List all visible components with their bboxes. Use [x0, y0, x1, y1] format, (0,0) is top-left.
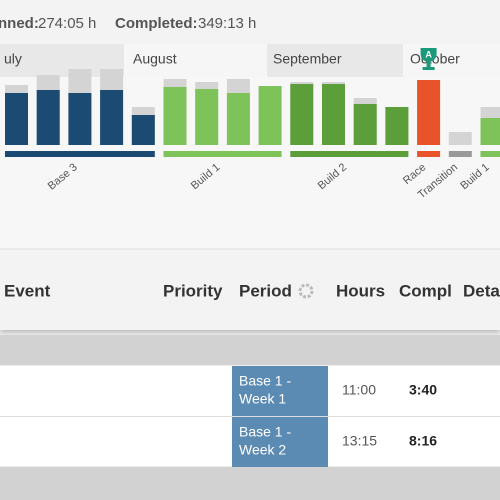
- planned-label: nned:: [0, 15, 39, 32]
- period-line: Base 1 -: [239, 373, 291, 389]
- group-band: [0, 335, 500, 365]
- hours-cell: 13:15: [342, 433, 377, 449]
- completed-cell: 3:40: [409, 382, 437, 398]
- month-label: September: [273, 51, 342, 67]
- phase-bar: [417, 151, 441, 157]
- column-header: Compl: [399, 281, 452, 300]
- completed-bar: [68, 93, 92, 145]
- completed-bar: [258, 86, 282, 145]
- completed-bar: [36, 90, 60, 145]
- completed-bar: [353, 104, 377, 145]
- table: Event Priority Period Hours Compl Deta Base 1 …: [4, 281, 500, 467]
- phase-bar: [163, 151, 282, 157]
- settings-icon: [298, 283, 314, 299]
- period-cell: [232, 366, 328, 416]
- completed-bar: [226, 93, 250, 145]
- phase-bar: [290, 151, 409, 157]
- period-cell: [232, 417, 328, 467]
- period-line: Week 1: [239, 391, 286, 407]
- trophy-icon: [420, 48, 437, 70]
- completed-bar: [480, 118, 500, 145]
- completed-bar: [417, 80, 441, 145]
- month-label: August: [133, 51, 177, 67]
- column-header: Priority: [163, 281, 223, 300]
- phase-bar: [5, 151, 155, 157]
- period-line: Week 2: [239, 442, 286, 458]
- completed-bar: [290, 84, 314, 145]
- completed-bar: [131, 115, 155, 145]
- bottom-band: [0, 467, 500, 500]
- completed-bar: [163, 87, 187, 145]
- month-band: [267, 44, 403, 77]
- completed-value: 349:13 h: [198, 15, 256, 32]
- phase-bar: [448, 151, 472, 157]
- completed-label: Completed:: [115, 15, 198, 32]
- month-band: [404, 44, 500, 77]
- trophy-letter: A: [425, 49, 432, 59]
- completed-bar: [5, 93, 28, 145]
- completed-bar: [100, 90, 124, 145]
- month-label: uly: [4, 51, 22, 67]
- completed-bar: [195, 89, 219, 145]
- completed-bar: [385, 107, 409, 145]
- hours-cell: 11:00: [342, 382, 376, 398]
- column-header: Event: [4, 281, 51, 300]
- planned-bar: [448, 132, 472, 145]
- column-header: Hours: [336, 281, 385, 300]
- planned-value: 274:05 h: [38, 15, 96, 32]
- completed-bar: [322, 84, 345, 145]
- column-header: Period: [239, 281, 292, 300]
- period-line: Base 1 -: [239, 424, 291, 440]
- column-header: Deta: [463, 281, 500, 300]
- month-band: [127, 44, 266, 77]
- completed-cell: 8:16: [409, 433, 437, 449]
- phase-bar: [480, 151, 500, 157]
